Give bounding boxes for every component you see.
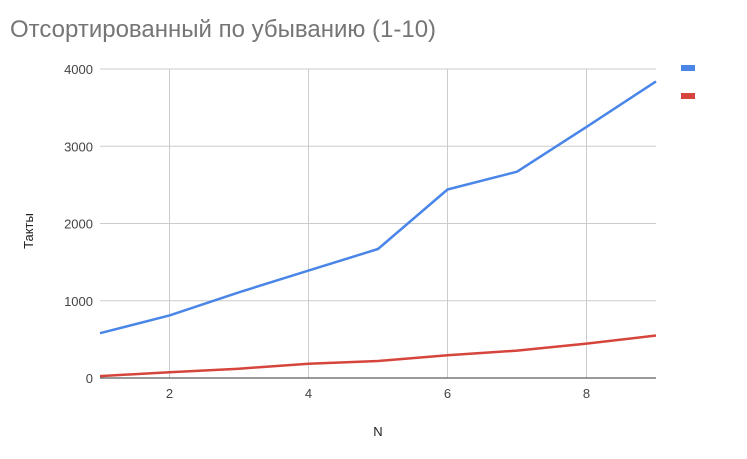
y-tick-labels: 0 1000 2000 3000 4000 (64, 62, 93, 386)
legend-swatch-2 (681, 93, 695, 99)
y-tick-label: 1000 (64, 294, 93, 309)
series-line-2 (99, 334, 657, 378)
legend (681, 65, 695, 99)
y-tick-label: 3000 (64, 139, 93, 154)
x-tick-label: 8 (583, 386, 590, 401)
x-axis-title: N (373, 424, 382, 439)
y-tick-label: 4000 (64, 62, 93, 77)
grid-lines (100, 68, 656, 379)
legend-swatch-1 (681, 65, 695, 71)
y-tick-label: 2000 (64, 217, 93, 232)
y-axis-title: Такты (21, 213, 36, 249)
series-lines (99, 80, 657, 378)
x-tick-label: 2 (166, 386, 173, 401)
x-tick-label: 4 (305, 386, 312, 401)
series-line-1 (99, 80, 657, 335)
y-tick-label: 0 (86, 371, 93, 386)
chart-title: Отсортированный по убыванию (1-10) (10, 16, 437, 43)
x-tick-labels: 2 4 6 8 (166, 386, 590, 401)
x-tick-label: 6 (444, 386, 451, 401)
